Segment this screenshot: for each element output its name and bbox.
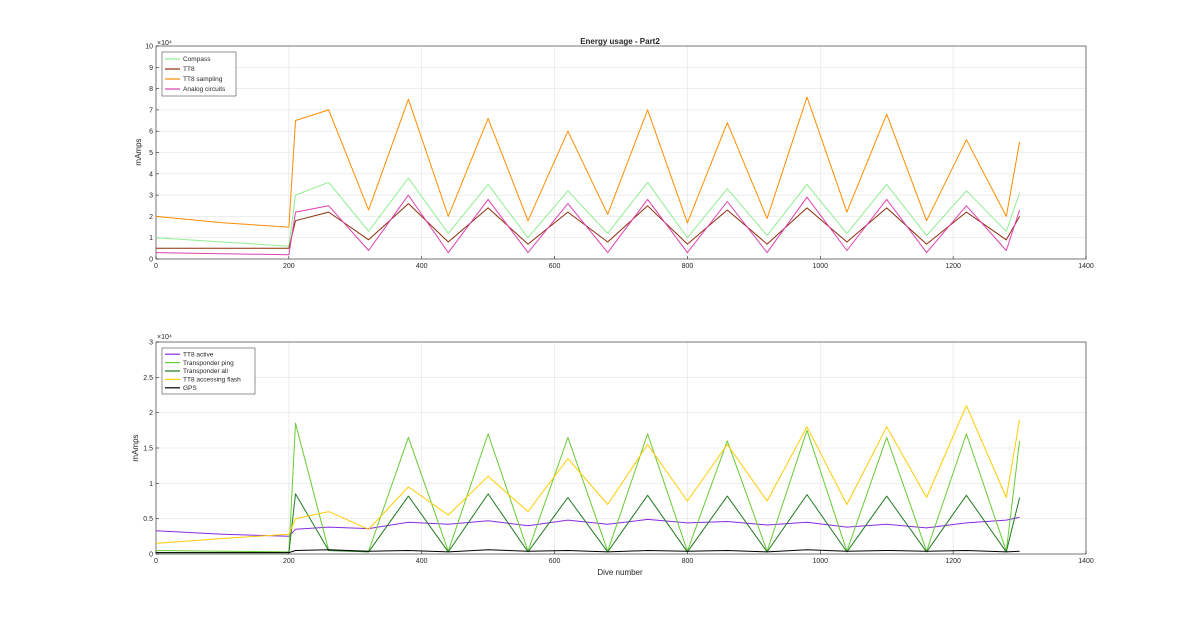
x-tick-label: 200 <box>283 558 295 565</box>
y-tick-label: 2.5 <box>143 375 153 382</box>
axes-box <box>155 341 1087 555</box>
y-tick-label: 1.5 <box>143 446 153 453</box>
y-tick-label: 0.5 <box>143 516 153 523</box>
legend-entry: TT8 <box>183 66 195 73</box>
x-tick-label: 1200 <box>945 558 961 565</box>
y-tick-label: 1 <box>149 481 153 488</box>
legend-entry: Analog circuits <box>183 86 226 93</box>
y-exponent-label: ×10⁴ <box>157 334 172 341</box>
y-tick-label: 10 <box>145 44 153 51</box>
legend-entry: GPS <box>183 385 197 392</box>
series-line-tt8-accessing-flash <box>155 405 1021 544</box>
x-tick-label: 1200 <box>945 263 961 270</box>
legend-entry: Transponder all <box>183 368 228 375</box>
y-axis-label: mAmps <box>131 434 140 461</box>
y-tick-label: 2 <box>149 410 153 417</box>
legend-entry: Transponder ping <box>183 360 234 367</box>
series-line-gps <box>156 549 1020 554</box>
x-tick-label: 600 <box>549 558 561 565</box>
y-tick-label: 4 <box>149 171 153 178</box>
series-line-tt8-sampling <box>155 96 1021 228</box>
y-tick-label: 5 <box>149 150 153 157</box>
y-tick-label: 0 <box>149 257 153 264</box>
x-tick-label: 200 <box>283 263 295 270</box>
y-tick-label: 9 <box>149 65 153 72</box>
x-tick-label: 1000 <box>812 558 828 565</box>
x-tick-label: 1400 <box>1078 558 1094 565</box>
chart-energy-usage-part2: Energy usage - Part2 ×10⁴ mAmps 0 200 400 6… <box>134 37 1094 270</box>
y-exponent-label: ×10⁴ <box>157 40 172 47</box>
y-tick-label: 0 <box>149 552 153 559</box>
x-tick-label: 0 <box>154 558 158 565</box>
series-line-analog-circuits <box>155 194 1021 256</box>
y-axis-label: mAmps <box>134 138 143 165</box>
y-tick-label: 6 <box>149 129 153 136</box>
y-tick-label: 8 <box>149 86 153 93</box>
legend-entry: TT8 sampling <box>183 76 223 83</box>
x-tick-label: 0 <box>154 263 158 270</box>
legend-entry: TT8 accessing flash <box>183 377 241 384</box>
grid <box>155 45 1087 260</box>
y-tick-label: 7 <box>149 107 153 114</box>
x-tick-label: 1000 <box>812 263 828 270</box>
y-tick-label: 3 <box>149 340 153 347</box>
y-tick-label: 2 <box>149 214 153 221</box>
x-tick-label: 800 <box>682 263 694 270</box>
chart-transponder-usage: ×10⁴ mAmps Dive number 0 200 400 600 800 1000… <box>131 334 1094 577</box>
series-line-compass <box>155 177 1021 247</box>
x-tick-label: 1400 <box>1078 263 1094 270</box>
series-line-tt8 <box>156 203 1021 249</box>
legend-entry: TT8 active <box>183 351 214 358</box>
x-tick-label: 600 <box>549 263 561 270</box>
series-line-transponder-all <box>156 493 1021 554</box>
series-line-tt8-active <box>155 516 1020 537</box>
x-axis-label: Dive number <box>597 568 643 577</box>
legend-entry: Compass <box>183 56 211 63</box>
axes-box <box>155 45 1087 260</box>
y-tick-label: 1 <box>149 235 153 242</box>
x-tick-label: 800 <box>682 558 694 565</box>
series-line-transponder-ping <box>155 422 1021 553</box>
x-tick-label: 400 <box>416 263 428 270</box>
legend: Compass TT8 TT8 sampling Analog circuits <box>161 51 237 97</box>
chart-title: Energy usage - Part2 <box>580 37 660 46</box>
x-tick-label: 400 <box>416 558 428 565</box>
y-tick-label: 3 <box>149 193 153 200</box>
